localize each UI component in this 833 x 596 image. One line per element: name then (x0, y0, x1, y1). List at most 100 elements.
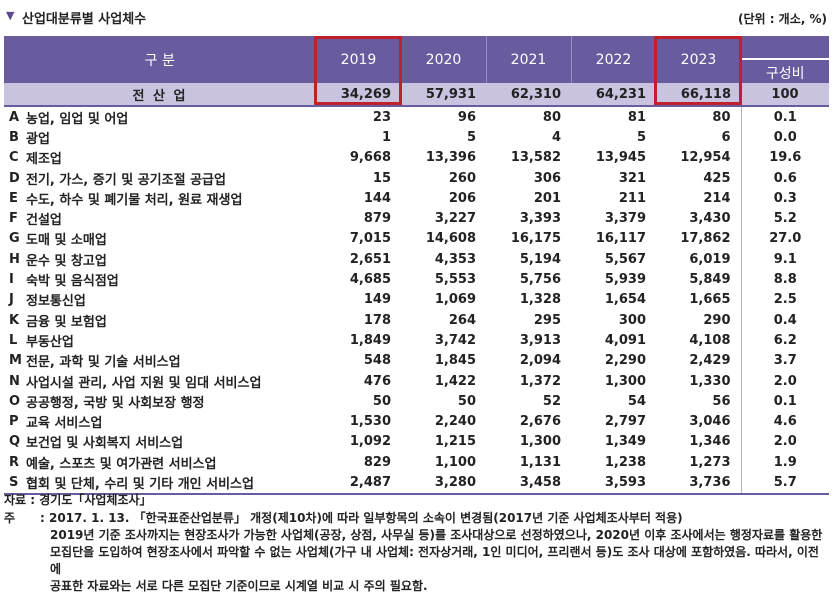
year-value: 5,939 (604, 272, 646, 288)
note-body: : 2017. 1. 13. 「한국표준산업분류」 개정(제10차)에 따라 일… (40, 510, 829, 595)
industry-code: B (9, 129, 19, 145)
year-value: 829 (363, 454, 391, 470)
industry-name: 공공행정, 국방 및 사회보장 행정 (26, 395, 205, 411)
year-value: 1,273 (689, 454, 731, 470)
share-value: 6.2 (740, 330, 829, 351)
industry-code: I (9, 272, 14, 288)
year-value: 3,393 (519, 211, 561, 227)
industry-name: 제조업 (26, 152, 62, 168)
total-value: 64,231 (571, 83, 656, 107)
year-header: 2019 (316, 36, 402, 83)
total-value: 62,310 (486, 83, 571, 107)
year-value: 1,849 (349, 332, 391, 348)
industry-code: M (9, 353, 22, 369)
share-value: 2.5 (740, 289, 829, 310)
year-value: 1 (381, 129, 391, 145)
year-value: 144 (363, 190, 391, 206)
year-value: 2,240 (434, 414, 476, 430)
table-row: R 예술, 스포츠 및 여가관련 서비스업 829 1,100 1,131 1,238 1,… (4, 452, 829, 473)
year-value: 16,117 (595, 231, 646, 247)
table-row: I 숙박 및 음식점업 4,685 5,553 5,756 5,939 5,849 8.8 (4, 269, 829, 290)
share-value: 19.6 (740, 147, 829, 168)
year-value: 2,651 (349, 251, 391, 267)
table-row: A 농업, 임업 및 어업 23 96 80 81 80 0.1 (4, 106, 829, 128)
industry-code: G (9, 231, 20, 247)
share-value: 0.6 (740, 167, 829, 189)
establishments-table: 구 분 2019 2020 2021 2022 2023 구성비 전 산 업 3… (4, 36, 829, 495)
table-row: S 협회 및 단체, 수리 및 기타 개인 서비스업 2,487 3,280 3,458… (4, 472, 829, 495)
share-value: 5.7 (740, 472, 829, 495)
year-value: 1,215 (434, 434, 476, 450)
year-value: 1,845 (434, 353, 476, 369)
year-value: 4,108 (689, 332, 731, 348)
year-value: 96 (457, 109, 476, 125)
industry-name: 광업 (26, 131, 50, 147)
table-row: L 부동산업 1,849 3,742 3,913 4,091 4,108 6.2 (4, 330, 829, 351)
year-value: 1,665 (689, 292, 731, 308)
year-value: 290 (703, 312, 731, 328)
table-row: J 정보통신업 149 1,069 1,328 1,654 1,665 2.5 (4, 289, 829, 310)
year-value: 260 (448, 170, 476, 186)
year-value: 425 (703, 170, 731, 186)
year-value: 4,685 (349, 272, 391, 288)
industry-code: S (4, 472, 26, 495)
share-value: 2.0 (740, 370, 829, 392)
share-value: 0.0 (740, 127, 829, 148)
year-value: 16,175 (510, 231, 561, 247)
total-row: 전 산 업 34,269 57,931 62,310 64,231 66,118… (4, 83, 829, 107)
year-value: 1,654 (604, 292, 646, 308)
share-value: 0.1 (740, 106, 829, 128)
table-row: F 건설업 879 3,227 3,393 3,379 3,430 5.2 (4, 208, 829, 229)
year-value: 7,015 (349, 231, 391, 247)
year-value: 13,396 (425, 150, 476, 166)
share-value: 0.1 (740, 391, 829, 412)
year-value: 3,227 (434, 211, 476, 227)
year-value: 5 (466, 129, 476, 145)
table-row: D 전기, 가스, 증기 및 공기조절 공급업 15 260 306 321 425 0.6 (4, 167, 829, 189)
year-value: 56 (712, 393, 731, 409)
year-value: 879 (363, 211, 391, 227)
industry-code: E (9, 190, 18, 206)
year-value: 1,092 (349, 434, 391, 450)
table-row: G 도매 및 소매업 7,015 14,608 16,175 16,117 17,862 27… (4, 228, 829, 250)
industry-code: H (9, 251, 20, 267)
table-row: C 제조업 9,668 13,396 13,582 13,945 12,954 19.6 (4, 147, 829, 168)
year-value: 1,422 (434, 373, 476, 389)
year-value: 5,756 (519, 272, 561, 288)
note-line: 모집단을 도입하여 현장조사에서 파악할 수 없는 사업체(가구 내 사업체: … (50, 545, 819, 576)
year-value: 4,353 (434, 251, 476, 267)
year-value: 5,567 (604, 251, 646, 267)
table-row: K 금융 및 보험업 178 264 295 300 290 0.4 (4, 309, 829, 331)
share-value: 5.2 (740, 208, 829, 229)
table-row: B 광업 1 5 4 5 6 0.0 (4, 127, 829, 148)
share-value: 27.0 (740, 228, 829, 250)
year-value: 149 (363, 292, 391, 308)
table-row: P 교육 서비스업 1,530 2,240 2,676 2,797 3,046 4.6 (4, 411, 829, 432)
industry-code: K (9, 312, 20, 328)
year-value: 1,328 (519, 292, 561, 308)
table-row: Q 보건업 및 사회복지 서비스업 1,092 1,215 1,300 1,349 1,34… (4, 431, 829, 453)
industry-code: O (9, 393, 21, 409)
year-value: 80 (712, 109, 731, 125)
share-value: 0.3 (740, 188, 829, 209)
year-value: 2,797 (604, 414, 646, 430)
year-value: 50 (457, 393, 476, 409)
share-value: 2.0 (740, 431, 829, 453)
year-value: 1,372 (519, 373, 561, 389)
total-share: 100 (741, 83, 829, 107)
industry-code: Q (9, 434, 21, 450)
year-value: 178 (363, 312, 391, 328)
total-label: 전 산 업 (4, 83, 316, 107)
year-value: 306 (533, 170, 561, 186)
table-row: E 수도, 하수 및 폐기물 처리, 원료 재생업 144 206 201 211 214 0… (4, 188, 829, 209)
share-value: 4.6 (740, 411, 829, 432)
year-value: 3,593 (571, 472, 656, 495)
industry-name: 운수 및 창고업 (26, 253, 107, 269)
industry-name: 전문, 과학 및 기술 서비스업 (26, 355, 181, 371)
year-value: 13,582 (510, 150, 561, 166)
year-value: 214 (703, 190, 731, 206)
year-header: 2022 (571, 36, 657, 83)
year-value: 1,300 (604, 373, 646, 389)
year-value: 211 (618, 190, 646, 206)
year-value: 1,131 (519, 454, 561, 470)
